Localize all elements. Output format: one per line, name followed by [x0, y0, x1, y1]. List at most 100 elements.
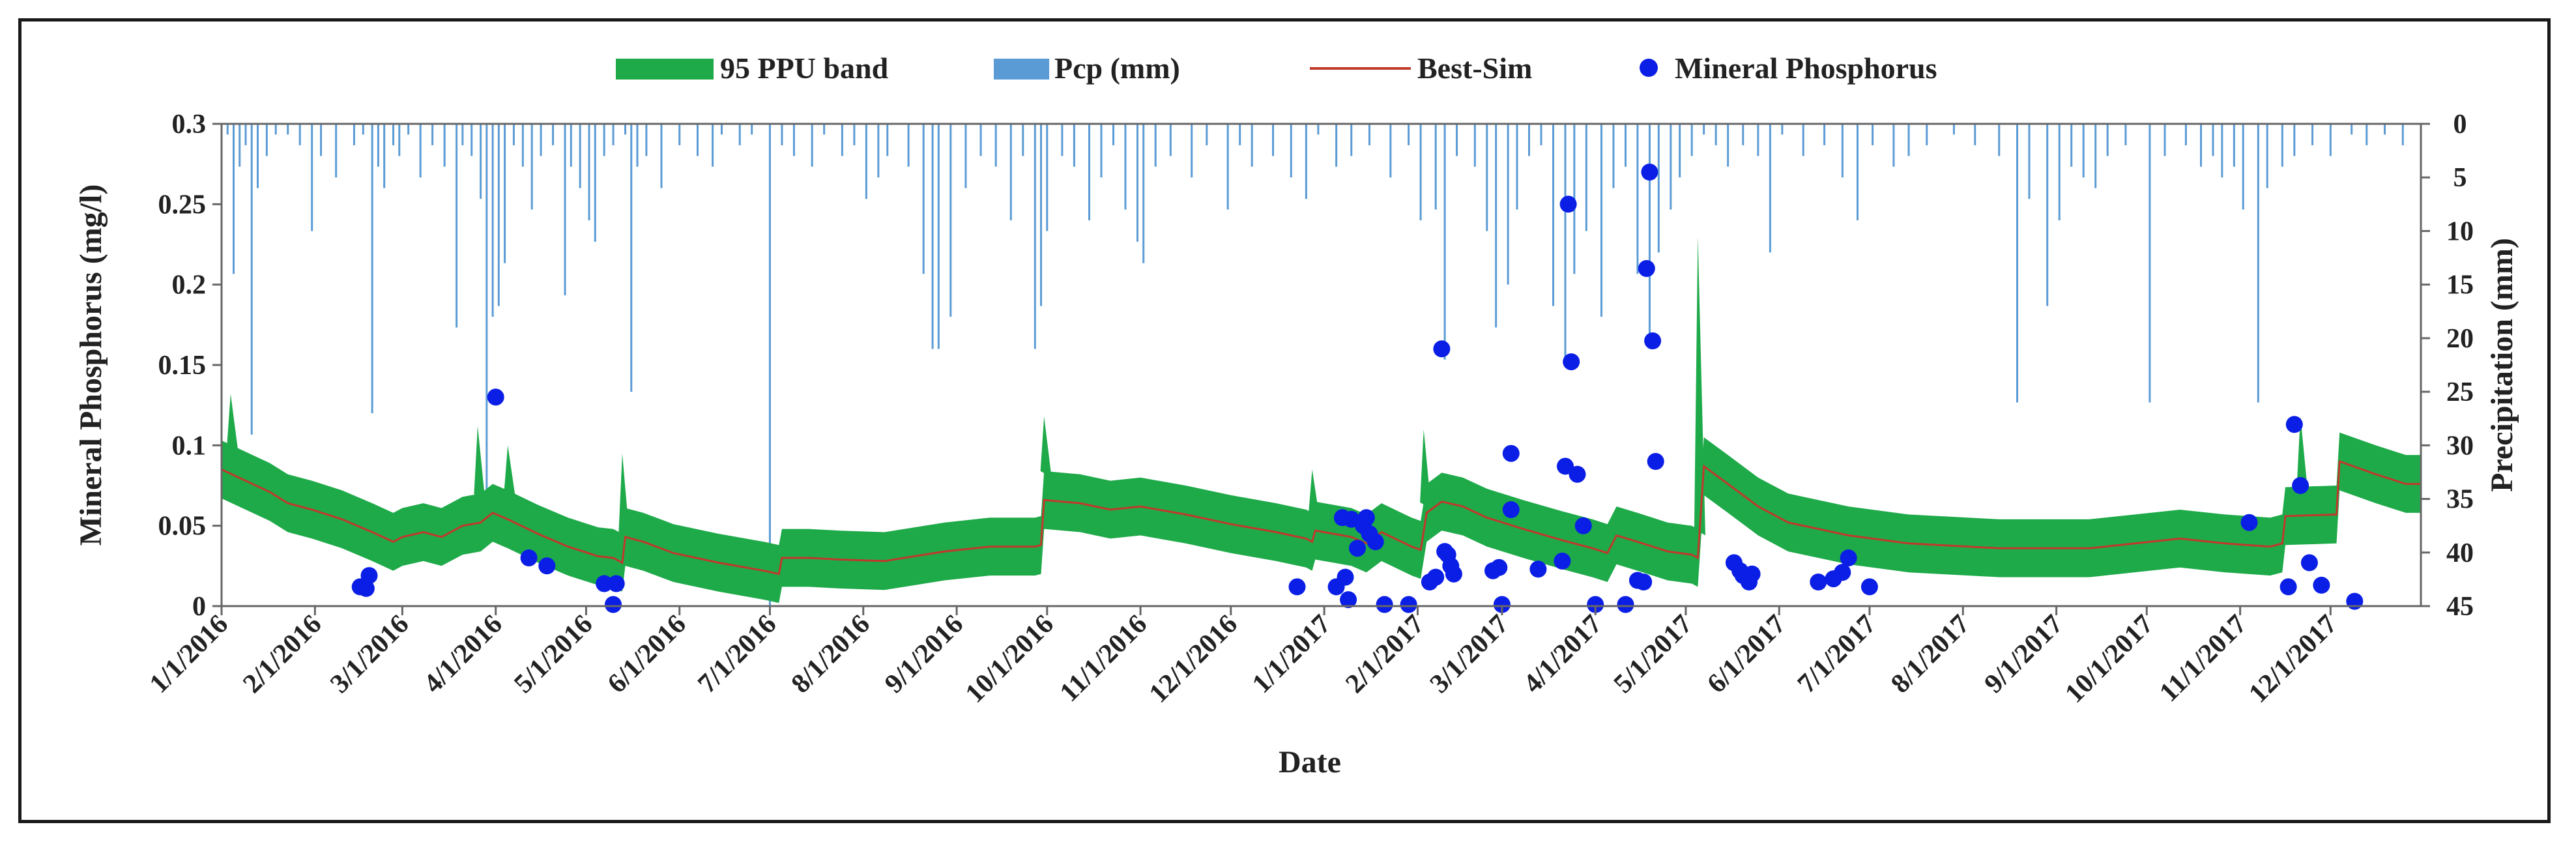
observed-point — [607, 575, 625, 592]
observed-point — [605, 596, 622, 613]
observed-point — [360, 567, 378, 585]
y-axis-ticks: 0 0.05 0.1 0.15 0.2 0.25 0.3 — [158, 109, 222, 622]
x-tick-label: 5/1/2016 — [508, 609, 598, 699]
x-tick-label: 3/1/2016 — [325, 609, 414, 699]
x-tick-label: 10/1/2016 — [960, 609, 1060, 709]
legend-item-ppu-band: 95 PPU band — [616, 51, 889, 85]
y-tick-label: 0.25 — [158, 190, 207, 220]
x-tick-label: 11/1/2016 — [1054, 609, 1153, 708]
observed-point — [2285, 416, 2303, 433]
observed-point — [1554, 552, 1571, 570]
x-tick-label: 4/1/2016 — [418, 609, 508, 699]
y2-tick-label: 15 — [2446, 270, 2474, 300]
observed-point — [1367, 533, 1384, 551]
observed-point — [1563, 353, 1580, 371]
y-tick-label: 0.2 — [172, 270, 207, 300]
x-tick-label: 10/1/2017 — [2059, 609, 2159, 709]
ppu-band-spike — [504, 445, 515, 497]
observed-point — [1860, 578, 1878, 596]
observed-point — [1349, 540, 1366, 557]
x-tick-label: 9/1/2016 — [879, 609, 969, 699]
x-tick-label: 12/1/2017 — [2243, 609, 2343, 709]
x-tick-label: 11/1/2017 — [2154, 609, 2252, 708]
ppu-band-layer — [222, 236, 2421, 604]
ppu-band-spike — [474, 426, 485, 501]
x-tick-label: 2/1/2017 — [1340, 609, 1430, 699]
legend-item-pcp: Pcp (mm) — [994, 51, 1180, 85]
observed-point — [1834, 564, 1851, 581]
precipitation-bars — [226, 124, 2404, 606]
y2-tick-label: 40 — [2446, 538, 2474, 568]
y-tick-label: 0.05 — [158, 512, 207, 542]
observed-point — [1557, 458, 1574, 475]
observed-point — [357, 579, 375, 597]
observed-point — [2279, 578, 2297, 596]
observed-point — [1357, 509, 1375, 527]
observed-point — [1574, 517, 1592, 534]
observed-point — [1587, 596, 1604, 613]
x-tick-label: 2/1/2016 — [237, 609, 327, 699]
observed-point — [1400, 596, 1417, 613]
legend: 95 PPU band Pcp (mm) Best-Sim Mineral Ph… — [616, 51, 1937, 85]
legend-item-observed: Mineral Phosphorus — [1640, 51, 1937, 85]
legend-label-pcp: Pcp (mm) — [1054, 51, 1180, 85]
ppu-band-spike — [1309, 469, 1320, 519]
x-tick-label: 3/1/2017 — [1425, 609, 1514, 699]
observed-point — [1569, 465, 1586, 483]
legend-label-best-sim: Best-Sim — [1417, 51, 1532, 85]
observed-point — [2240, 514, 2258, 531]
ppu-band-area — [222, 432, 2421, 604]
x-tick-label: 6/1/2016 — [602, 609, 692, 699]
x-axis-title: Date — [1279, 745, 1341, 779]
y2-tick-label: 20 — [2446, 324, 2474, 354]
y2-tick-label: 10 — [2446, 216, 2474, 246]
y2-axis-title: Precipitation (mm) — [2485, 238, 2519, 492]
observed-point — [1743, 565, 1761, 583]
observed-point — [1840, 549, 1857, 566]
observed-point — [1559, 196, 1577, 213]
best-sim-line — [221, 459, 2421, 575]
legend-swatch-ppu-band — [616, 59, 714, 80]
x-tick-label: 6/1/2017 — [1701, 609, 1791, 699]
y-tick-label: 0.3 — [172, 109, 207, 139]
observed-point — [1288, 578, 1306, 596]
x-tick-label: 12/1/2016 — [1144, 609, 1243, 709]
legend-label-ppu-band: 95 PPU band — [720, 51, 889, 85]
observed-points-layer — [351, 164, 2364, 613]
observed-point — [1376, 596, 1393, 613]
x-tick-label: 7/1/2016 — [692, 609, 782, 699]
chart-frame — [18, 18, 2551, 823]
observed-point — [520, 549, 538, 566]
x-tick-label: 8/1/2016 — [786, 609, 876, 699]
observed-point — [1337, 568, 1354, 586]
y2-tick-label: 35 — [2446, 485, 2474, 515]
y2-tick-label: 45 — [2446, 592, 2474, 622]
observed-point — [1340, 591, 1357, 609]
observed-point — [1493, 596, 1511, 613]
x-tick-label: 1/1/2017 — [1247, 609, 1337, 699]
legend-item-best-sim: Best-Sim — [1310, 51, 1532, 85]
y2-tick-label: 0 — [2453, 109, 2467, 139]
y2-tick-label: 30 — [2446, 431, 2474, 461]
observed-point — [2346, 592, 2364, 610]
observed-point — [1433, 340, 1451, 358]
y2-tick-label: 5 — [2453, 163, 2467, 193]
observed-point — [1635, 574, 1653, 590]
x-tick-label: 9/1/2017 — [1979, 609, 2069, 699]
observed-point — [1641, 164, 1658, 181]
ppu-band-spike — [1420, 429, 1432, 509]
observed-point — [1445, 565, 1462, 583]
ppu-band-spike — [2296, 416, 2308, 493]
observed-point — [1644, 332, 1662, 349]
observed-point — [538, 557, 556, 575]
best-sim-layer — [221, 459, 2421, 575]
x-tick-label: 7/1/2017 — [1792, 609, 1882, 699]
legend-label-observed: Mineral Phosphorus — [1675, 51, 1937, 85]
observed-point — [1502, 444, 1520, 462]
x-tick-label: 4/1/2017 — [1518, 609, 1608, 699]
y-tick-label: 0.15 — [158, 351, 207, 381]
x-tick-label: 8/1/2017 — [1885, 609, 1975, 699]
ppu-band-spike — [227, 394, 239, 452]
